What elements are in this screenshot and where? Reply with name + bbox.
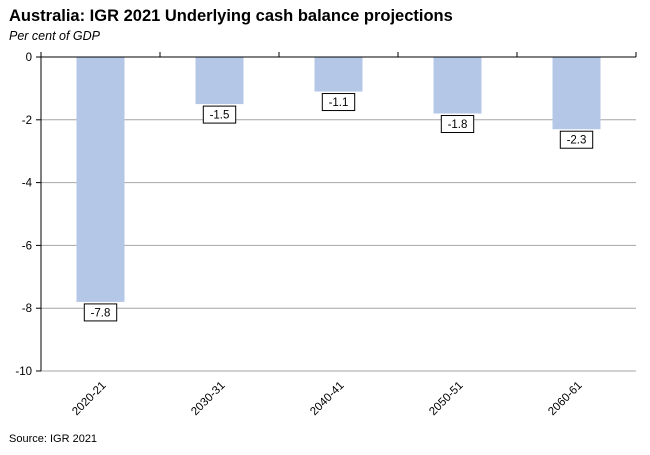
data-label: -1.1 bbox=[329, 97, 349, 109]
data-label-box bbox=[83, 303, 118, 322]
data-label: -7.8 bbox=[91, 307, 111, 319]
y-tick-label: -8 bbox=[22, 303, 32, 315]
bar-2040-41 bbox=[314, 57, 363, 92]
bar-2060-61 bbox=[552, 57, 601, 130]
bar-2020-21 bbox=[76, 57, 125, 302]
x-tick-label: 2040-41 bbox=[308, 380, 346, 418]
y-tick-label: -6 bbox=[22, 240, 32, 252]
x-tick-label: 2020-21 bbox=[70, 380, 108, 418]
data-label-box bbox=[559, 130, 594, 149]
data-label-box bbox=[202, 105, 237, 124]
bar-2050-51 bbox=[433, 57, 482, 114]
data-label: -1.5 bbox=[210, 110, 230, 122]
data-label: -2.3 bbox=[567, 135, 587, 147]
x-tick-label: 2060-61 bbox=[546, 380, 584, 418]
data-label-box bbox=[440, 115, 475, 134]
bar-2030-31 bbox=[195, 57, 244, 105]
data-label: -1.8 bbox=[448, 119, 468, 131]
chart-title: Australia: IGR 2021 Underlying cash bala… bbox=[9, 7, 453, 25]
y-tick-label: -4 bbox=[22, 178, 33, 190]
source-note: Source: IGR 2021 bbox=[9, 433, 98, 445]
chart-subtitle: Per cent of GDP bbox=[9, 29, 101, 43]
data-label-box bbox=[321, 93, 356, 112]
y-tick-label: 0 bbox=[26, 52, 32, 64]
x-tick-label: 2030-31 bbox=[189, 380, 227, 418]
x-tick-label: 2050-51 bbox=[427, 380, 465, 418]
y-tick-label: -2 bbox=[22, 115, 32, 127]
y-tick-label: -10 bbox=[15, 366, 32, 378]
